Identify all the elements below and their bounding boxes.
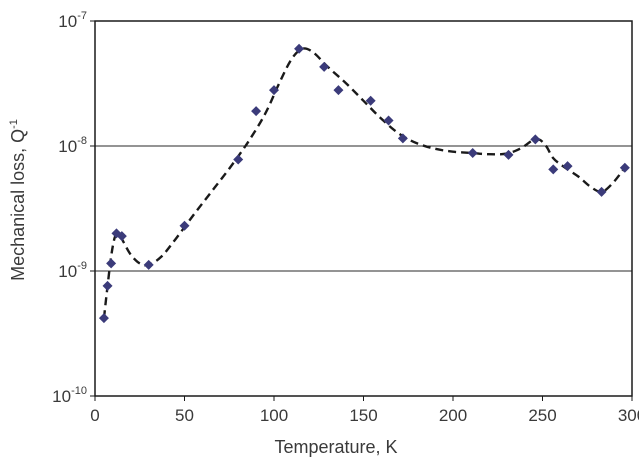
data-point-7 (233, 154, 244, 165)
data-point-11 (319, 61, 330, 72)
y-axis-label-base: Mechanical loss, Q (8, 129, 28, 281)
x-tick-label-2: 100 (260, 406, 288, 425)
y-gridlines (95, 145, 632, 272)
data-point-13 (365, 95, 376, 106)
data-point-18 (530, 134, 541, 145)
data-point-15 (397, 133, 408, 144)
y-tick-label-base-0: 10 (58, 12, 77, 31)
data-point-17 (503, 149, 514, 160)
y-tick-label-exponent-3: -10 (71, 385, 87, 397)
x-tick-label-6: 300 (618, 406, 639, 425)
y-tick-label-exponent-1: -8 (77, 135, 87, 147)
plot-area-frame (94, 20, 633, 397)
data-point-12 (333, 85, 344, 96)
fit-curve-fit (102, 47, 626, 319)
x-axis-label: Temperature, K (274, 437, 397, 457)
data-point-14 (383, 115, 394, 126)
data-point-1 (102, 280, 113, 291)
data-point-20 (562, 161, 573, 172)
data-point-21 (596, 186, 607, 197)
data-point-0 (98, 313, 109, 324)
y-tick-label-exponent-0: -7 (77, 10, 87, 22)
y-tick-label-2: 10-9 (58, 260, 87, 281)
x-tick-label-1: 50 (175, 406, 194, 425)
data-point-9 (269, 85, 279, 96)
y-tick-label-base-3: 10 (52, 387, 71, 406)
x-tick-label-3: 150 (349, 406, 377, 425)
data-point-6 (179, 220, 190, 231)
y-axis-label: Mechanical loss, Q-1 (8, 119, 28, 281)
fit-curve-layer (102, 47, 626, 319)
data-point-10 (294, 43, 305, 54)
x-tick-label-0: 0 (90, 406, 99, 425)
data-point-4 (116, 231, 127, 242)
data-point-8 (251, 106, 262, 117)
x-axis-ticks: 0 50 100 150 200 250 300 (90, 396, 639, 425)
y-axis-label-exponent: -1 (8, 119, 20, 129)
data-points-layer (98, 43, 630, 324)
x-tick-label-5: 250 (528, 406, 556, 425)
y-tick-label-base-1: 10 (58, 137, 77, 156)
y-tick-label-3: 10-10 (52, 385, 87, 406)
y-tick-label-exponent-2: -9 (77, 260, 87, 272)
x-tick-label-4: 200 (439, 406, 467, 425)
data-point-5 (143, 259, 154, 270)
y-tick-label-1: 10-8 (58, 135, 87, 156)
data-point-2 (106, 258, 117, 269)
y-axis-ticks: 10-710-810-910-10 (52, 10, 95, 406)
data-point-22 (619, 162, 630, 173)
data-point-19 (548, 164, 559, 175)
y-tick-label-0: 10-7 (58, 10, 87, 31)
data-point-16 (467, 147, 478, 158)
y-tick-label-base-2: 10 (58, 262, 77, 281)
